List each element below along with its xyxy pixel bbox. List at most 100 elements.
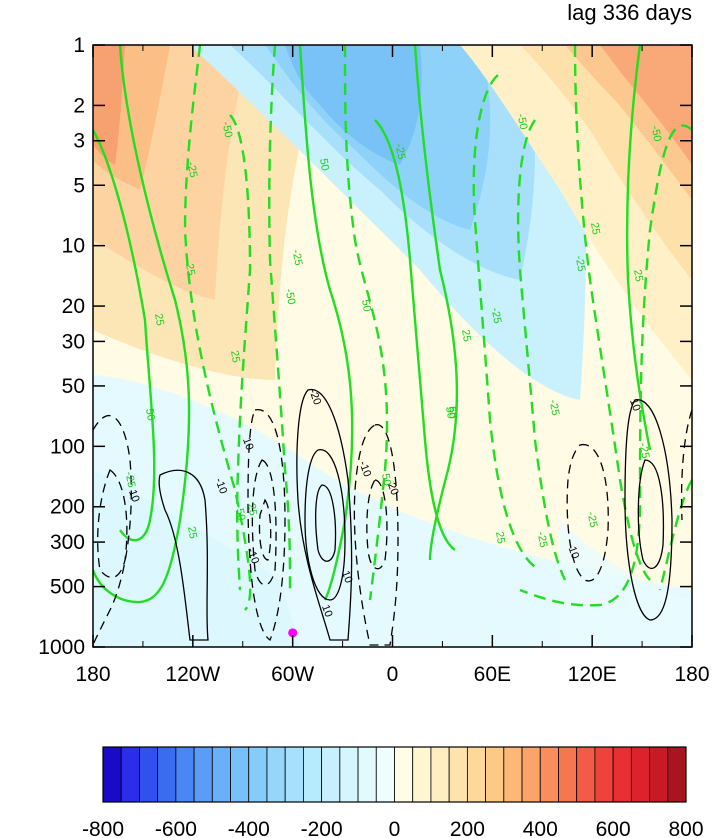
green-contour-solid	[374, 119, 456, 551]
green-contour-label: 25	[588, 222, 602, 236]
black-contour-label: 10	[126, 488, 141, 504]
colorbar-tick-label: -800	[82, 818, 124, 838]
green-contour-label: 50	[359, 299, 373, 313]
colorbar-swatch	[139, 746, 159, 803]
y-tick-label: 2	[73, 94, 85, 117]
reference-marker	[288, 628, 298, 638]
green-contour-label: -50	[220, 121, 235, 139]
green-contour-label: -50	[233, 504, 248, 522]
black-contour-dashed	[258, 498, 272, 561]
colorbar-swatch	[594, 746, 614, 803]
colorbar-swatch	[521, 746, 541, 803]
y-tick-label: 50	[62, 375, 85, 398]
green-contour-dashed	[658, 479, 692, 591]
green-contour-label: 50	[143, 408, 157, 422]
colorbar-swatch	[448, 746, 468, 803]
colorbar-swatch	[248, 746, 268, 803]
green-contour-label: -25	[393, 143, 408, 161]
x-tick-label: 60E	[474, 663, 511, 686]
black-contour-labels: 10 -10 10 -10 -20 10 -10 10 20 -10 10	[126, 387, 642, 618]
green-contour-label: -25	[185, 161, 200, 179]
colorbar-tick-label: 800	[668, 818, 703, 838]
black-contour-dashed	[247, 409, 286, 641]
colorbar-swatch	[175, 746, 195, 803]
green-contour-label: 25	[228, 350, 242, 364]
black-contour-dashed	[251, 459, 277, 586]
green-contour-label: 25	[459, 329, 473, 343]
y-tick-label: 30	[62, 330, 85, 353]
colorbar-swatch	[321, 746, 341, 803]
green-contour-labels: 5025-25-502525-25-505025-255025-25-25502…	[123, 113, 664, 549]
green-contour-solid	[413, 45, 459, 561]
y-tick-label: 10	[62, 235, 85, 258]
colorbar-swatch	[375, 746, 395, 803]
black-contour-solid	[624, 399, 673, 621]
black-contour-label: 10	[627, 397, 642, 413]
y-tick-label: 300	[50, 531, 85, 554]
colorbar-swatch	[412, 746, 432, 803]
green-contour-dashed	[268, 45, 292, 591]
black-contour-dashed	[353, 424, 399, 646]
colorbar-swatch	[630, 746, 650, 803]
black-contour-label: -10	[244, 546, 261, 565]
colorbar-swatch	[558, 746, 578, 803]
colorbar-swatch	[211, 746, 231, 803]
black-contour-solid	[158, 469, 209, 641]
green-contour-label: -25	[585, 511, 600, 529]
green-contour-label: -25	[637, 442, 652, 460]
black-contour-dashed	[680, 409, 692, 521]
green-contour-label: 25	[185, 526, 199, 540]
colorbar-tick-label: -600	[155, 818, 197, 838]
black-contour-solid	[637, 459, 665, 570]
green-contour-label: 50	[445, 406, 459, 420]
colorbar-swatch	[120, 746, 140, 803]
x-tick-label: 180	[75, 663, 110, 686]
shaded-field	[93, 45, 692, 647]
green-contour-label: 25	[493, 531, 507, 545]
y-tick-label: 100	[50, 435, 85, 458]
colorbar-swatch	[466, 746, 486, 803]
green-contour-label: 25	[631, 269, 645, 283]
colorbar-swatch	[230, 746, 250, 803]
x-tick-label: 0	[387, 663, 399, 686]
y-tick-label: 1	[73, 34, 85, 57]
green-contour-dashed	[519, 124, 692, 607]
green-contours	[93, 45, 692, 611]
x-tick-label: 60W	[271, 663, 314, 686]
colorbar-swatch	[576, 746, 596, 803]
green-contour-label: -50	[515, 113, 530, 131]
colorbar-tick-label: 400	[523, 818, 558, 838]
colorbar-swatch	[612, 746, 632, 803]
colorbar-swatch	[102, 746, 122, 803]
black-contour-label: 10	[339, 569, 354, 585]
colorbar-swatch	[193, 746, 213, 803]
black-contours	[93, 388, 692, 646]
colorbar-swatch	[394, 746, 414, 803]
green-contour-label: -25	[290, 249, 305, 267]
colorbar-swatch	[485, 746, 505, 803]
y-tick-label: 500	[50, 576, 85, 599]
colorbar-swatch	[284, 746, 304, 803]
y-axis: 1 2 3 5 10 20 30 50 100 200 300 500 1000	[38, 34, 692, 659]
green-contour-label: -50	[283, 288, 298, 306]
y-tick-label: 20	[62, 295, 85, 318]
colorbar-tick-label: -400	[228, 818, 270, 838]
colorbar-tick-label: 0	[389, 818, 401, 838]
green-contour-dashed	[343, 45, 389, 601]
green-contour-dashed	[573, 45, 651, 581]
black-contour-label: -10	[212, 476, 229, 495]
green-contour-dashed	[183, 45, 252, 611]
green-contour-label: 50	[443, 406, 457, 420]
colorbar-swatch	[539, 746, 559, 803]
x-tick-label: 120W	[165, 663, 220, 686]
green-contour-solid	[93, 129, 156, 542]
black-contour-dashed	[93, 415, 132, 646]
y-tick-label: 200	[50, 496, 85, 519]
black-contour-solid	[296, 388, 353, 641]
colorbar-tick-label: 200	[450, 818, 485, 838]
x-tick-label: 180	[674, 663, 709, 686]
green-contour-label: 25	[183, 263, 197, 277]
green-contour-label: -25	[547, 399, 562, 417]
colorbar: -800 -600 -400 -200 0 200 400 600 800	[82, 746, 704, 838]
